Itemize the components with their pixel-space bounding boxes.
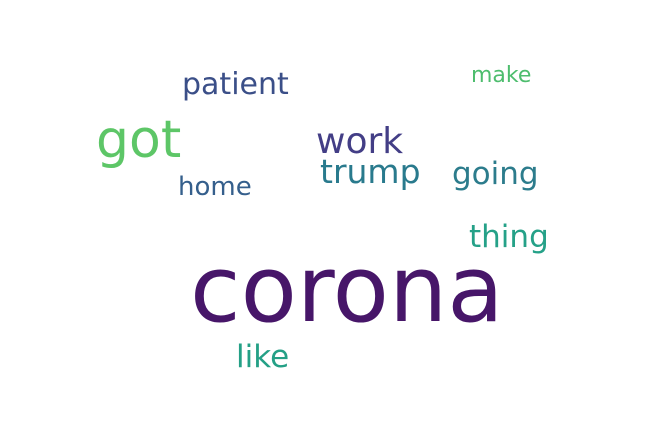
word-like: like: [236, 339, 290, 375]
word-trump: trump: [320, 152, 421, 191]
word-patient: patient: [182, 67, 289, 102]
word-got: got: [96, 110, 182, 170]
word-corona: corona: [190, 236, 504, 343]
word-going: going: [452, 156, 539, 192]
word-home: home: [178, 172, 252, 202]
word-thing: thing: [469, 219, 549, 255]
word-work: work: [316, 121, 404, 162]
word-make: make: [471, 63, 532, 88]
